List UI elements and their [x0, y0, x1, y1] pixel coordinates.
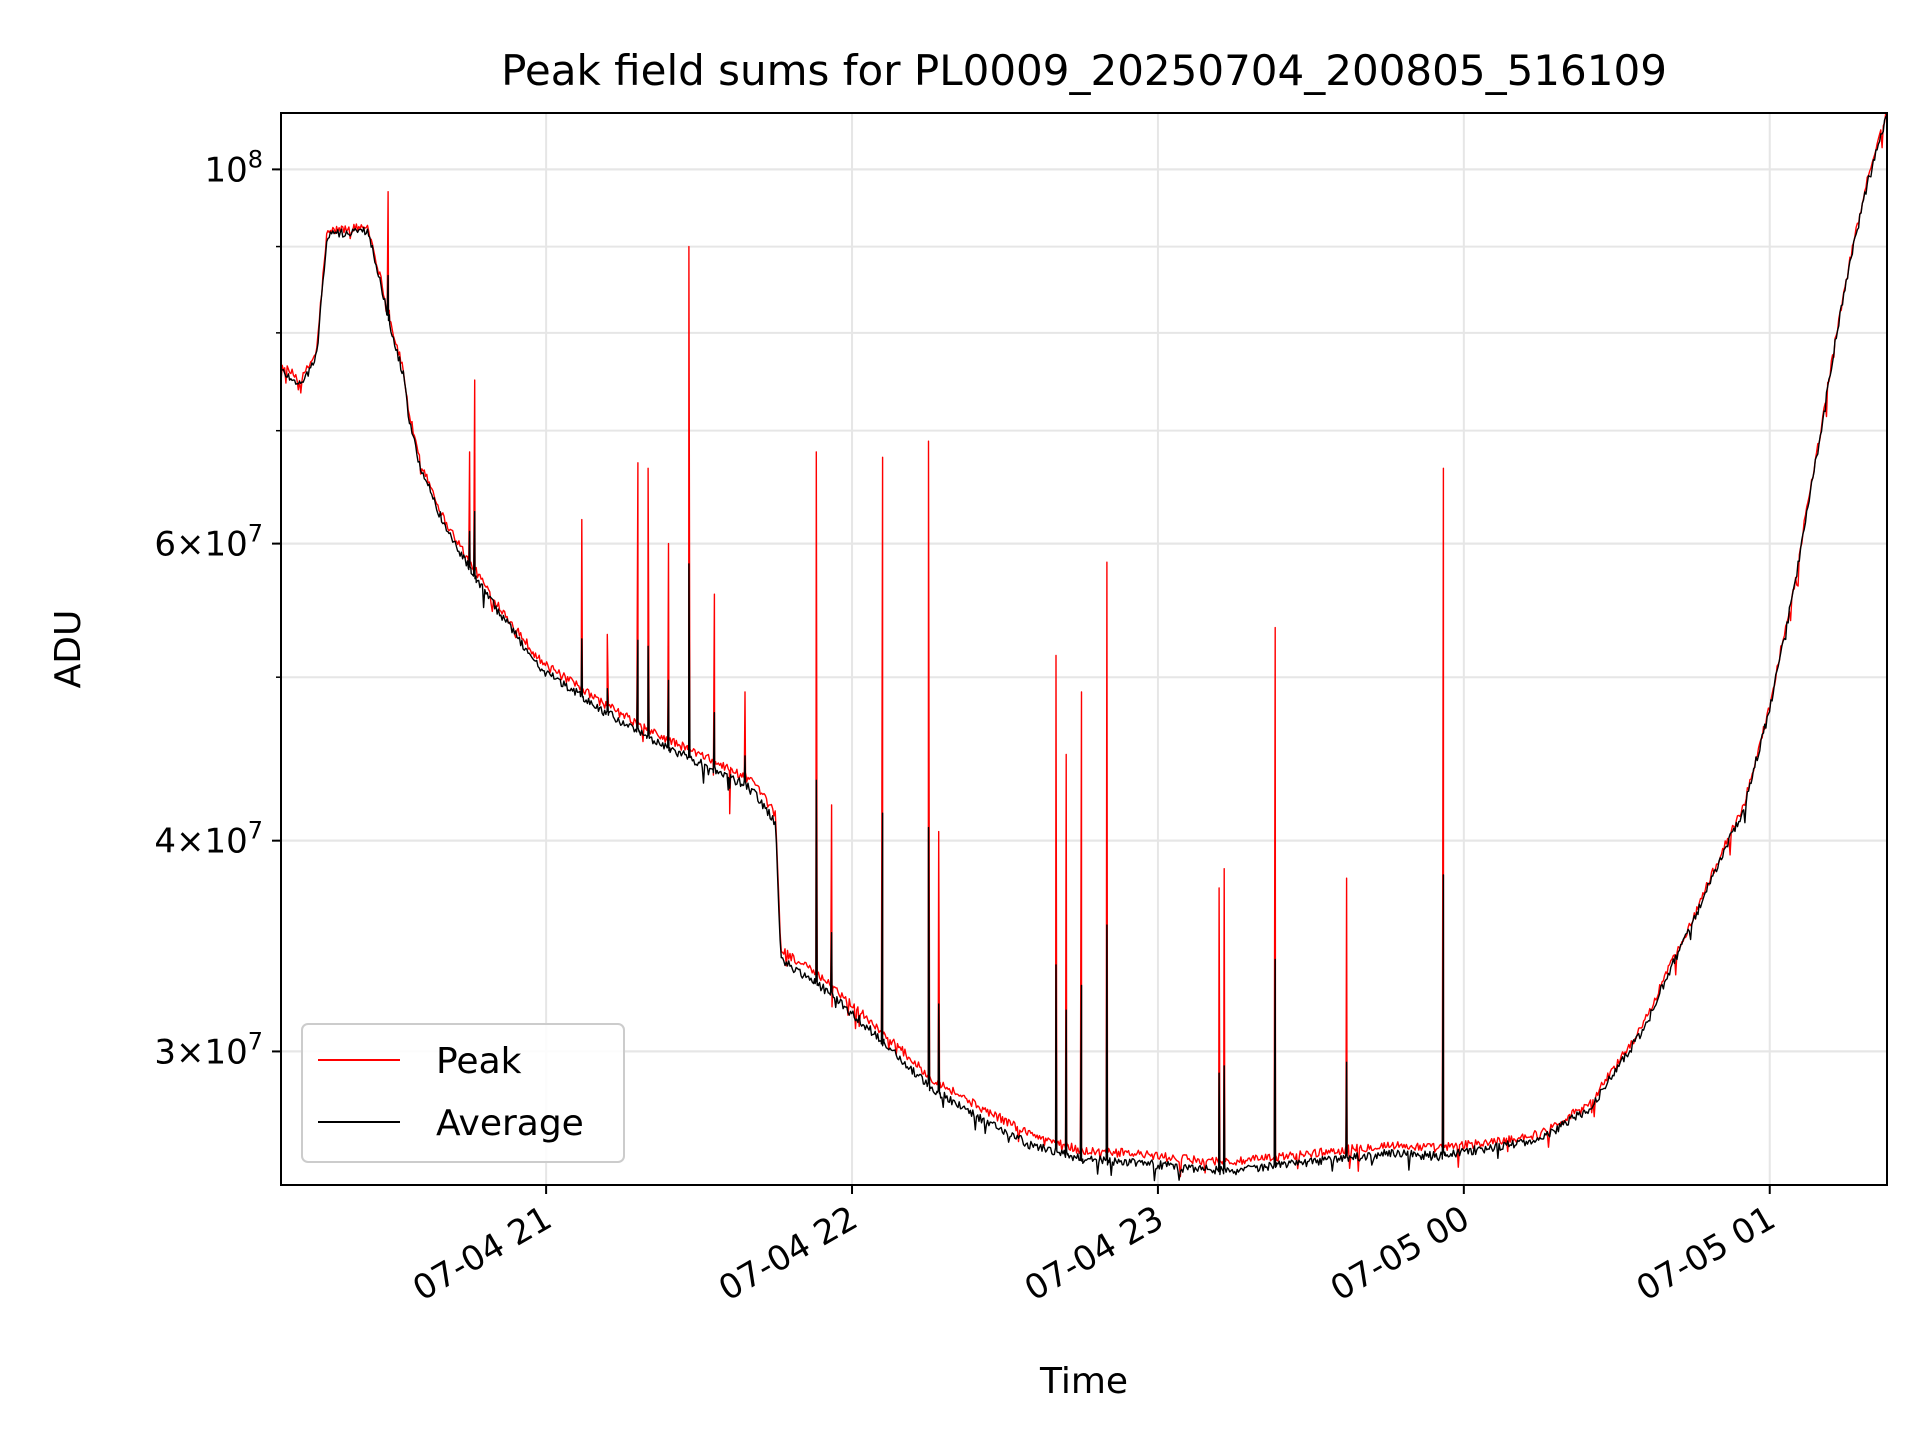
y-tick-label: 108 [204, 145, 263, 190]
chart-title: Peak field sums for PL0009_20250704_2008… [501, 46, 1667, 95]
grid [281, 113, 1887, 1185]
legend: Peak Average [301, 1023, 625, 1163]
y-axis: 3×107 4×107 6×107 108 [154, 145, 281, 1072]
y-axis-title: ADU [48, 610, 89, 689]
legend-label-peak: Peak [436, 1041, 522, 1082]
series-line-average [280, 115, 1888, 1182]
plot-frame [280, 112, 1888, 1186]
x-axis-title: Time [1039, 1361, 1128, 1402]
legend-label-average: Average [436, 1103, 584, 1144]
plot-area [280, 112, 1888, 1182]
y-tick-label: 4×107 [154, 817, 263, 862]
y-tick-label: 3×107 [154, 1027, 263, 1072]
legend-box [301, 1023, 625, 1163]
y-tick-label: 6×107 [154, 520, 263, 565]
